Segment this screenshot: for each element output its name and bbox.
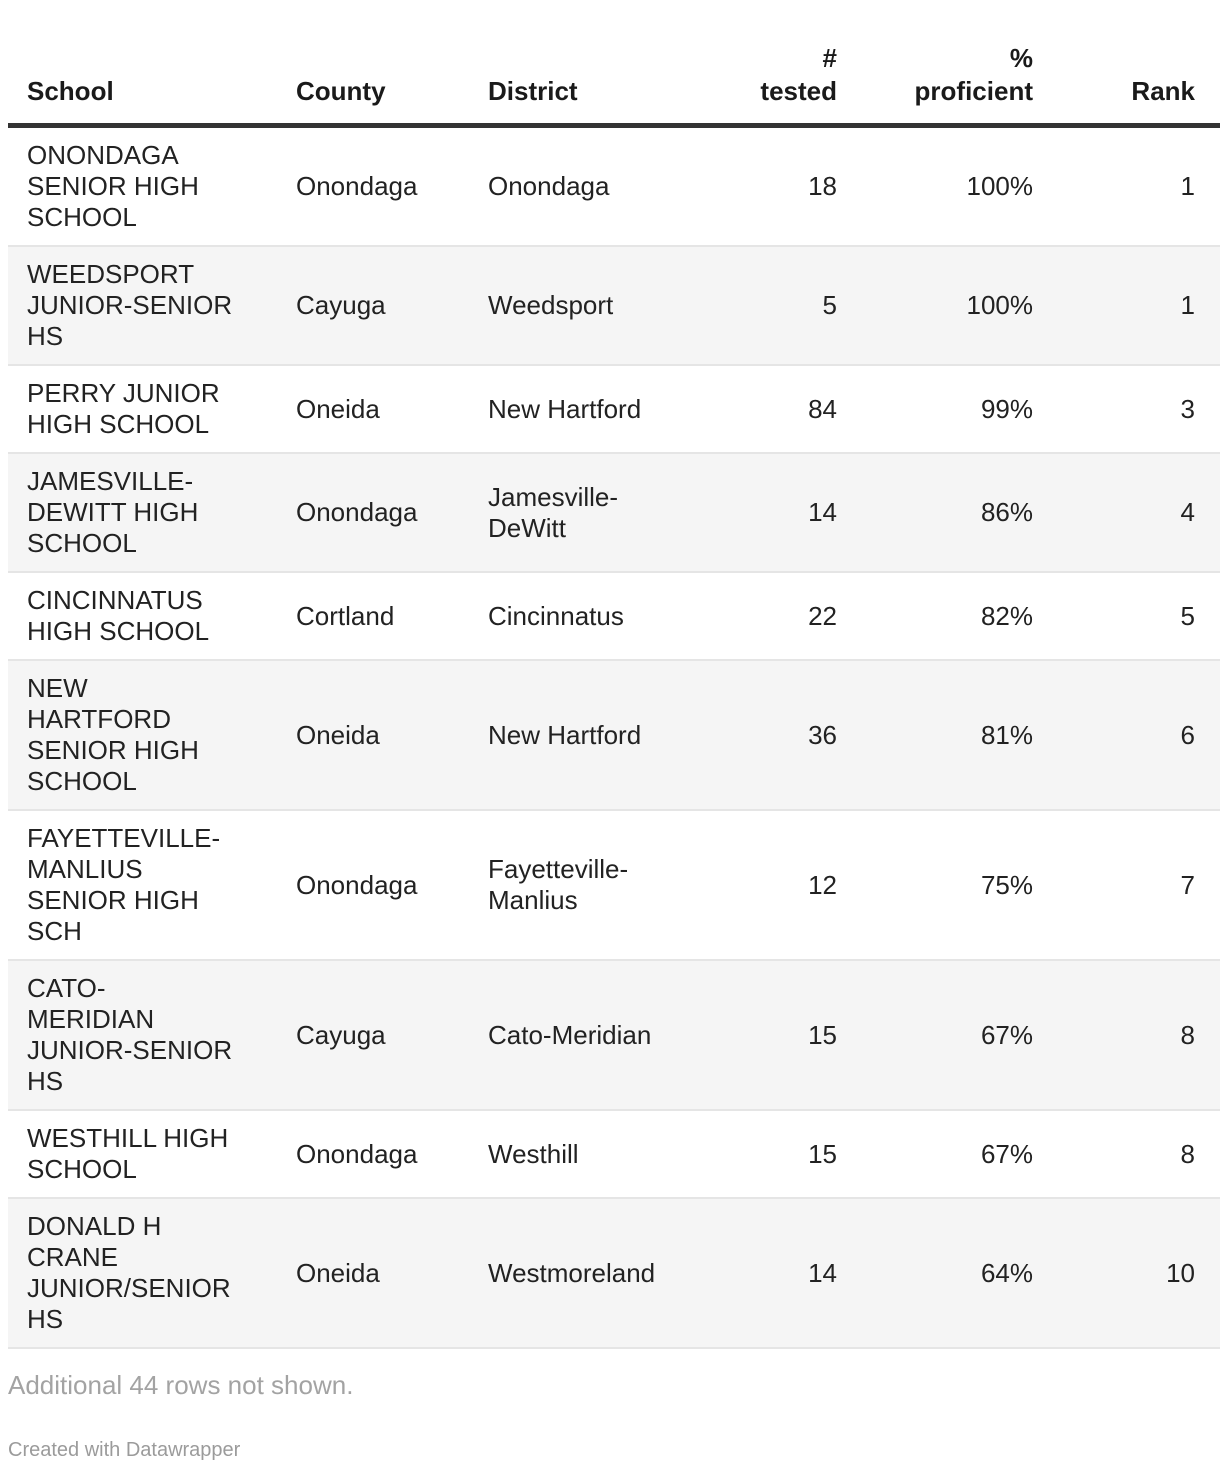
cell-proficient: 86% <box>837 453 1033 573</box>
table-row: CINCINNATUS HIGH SCHOOL Cortland Cincinnat… <box>8 572 1220 661</box>
cell-school: JAMESVILLE- DEWITT HIGH SCHOOL <box>8 453 288 573</box>
cell-county: Onondaga <box>288 810 480 961</box>
cell-proficient: 75% <box>837 810 1033 961</box>
cell-district: Cato-Meridian <box>480 960 710 1111</box>
cell-district: Onondaga <box>480 125 710 247</box>
table-row: ONONDAGA SENIOR HIGH SCHOOL Onondaga Onond… <box>8 125 1220 247</box>
cell-rank: 5 <box>1033 572 1220 661</box>
cell-rank: 6 <box>1033 660 1220 811</box>
table-body: ONONDAGA SENIOR HIGH SCHOOL Onondaga Onond… <box>8 125 1220 1349</box>
cell-school: WESTHILL HIGH SCHOOL <box>8 1110 288 1199</box>
cell-school: CINCINNATUS HIGH SCHOOL <box>8 572 288 661</box>
cell-district: Fayetteville- Manlius <box>480 810 710 961</box>
column-header-tested: # tested <box>710 0 837 128</box>
table-row: CATO- MERIDIAN JUNIOR-SENIOR HS Cayuga Cat… <box>8 960 1220 1111</box>
datawrapper-attribution-link[interactable]: Created with Datawrapper <box>8 1439 241 1461</box>
cell-rank: 8 <box>1033 1110 1220 1199</box>
column-header-rank: Rank <box>1033 0 1220 128</box>
cell-county: Oneida <box>288 365 480 454</box>
cell-proficient: 82% <box>837 572 1033 661</box>
cell-tested: 22 <box>710 572 837 661</box>
cell-county: Oneida <box>288 1198 480 1349</box>
cell-district: Westmoreland <box>480 1198 710 1349</box>
cell-district: Weedsport <box>480 246 710 366</box>
column-header-school: School <box>8 0 288 128</box>
cell-tested: 12 <box>710 810 837 961</box>
cell-district: Cincinnatus <box>480 572 710 661</box>
cell-school: DONALD H CRANE JUNIOR/SENIOR HS <box>8 1198 288 1349</box>
cell-tested: 36 <box>710 660 837 811</box>
cell-proficient: 64% <box>837 1198 1033 1349</box>
cell-county: Onondaga <box>288 1110 480 1199</box>
table-row: WEEDSPORT JUNIOR-SENIOR HS Cayuga Weedspor… <box>8 246 1220 366</box>
cell-rank: 4 <box>1033 453 1220 573</box>
table-row: NEW HARTFORD SENIOR HIGH SCHOOL Oneida New… <box>8 660 1220 811</box>
header-row: School County District # tested % profic… <box>8 0 1220 128</box>
cell-tested: 84 <box>710 365 837 454</box>
cell-proficient: 100% <box>837 246 1033 366</box>
column-header-county: County <box>288 0 480 128</box>
table-row: WESTHILL HIGH SCHOOL Onondaga Westhill 15 67… <box>8 1110 1220 1199</box>
cell-rank: 10 <box>1033 1198 1220 1349</box>
table-row: JAMESVILLE- DEWITT HIGH SCHOOL Onondaga Ja… <box>8 453 1220 573</box>
cell-school: ONONDAGA SENIOR HIGH SCHOOL <box>8 125 288 247</box>
cell-proficient: 67% <box>837 1110 1033 1199</box>
cell-county: Cayuga <box>288 960 480 1111</box>
table-header: School County District # tested % profic… <box>8 0 1220 128</box>
cell-county: Onondaga <box>288 125 480 247</box>
column-header-proficient: % proficient <box>837 0 1033 128</box>
cell-rank: 3 <box>1033 365 1220 454</box>
cell-rank: 8 <box>1033 960 1220 1111</box>
cell-school: PERRY JUNIOR HIGH SCHOOL <box>8 365 288 454</box>
cell-county: Oneida <box>288 660 480 811</box>
cell-district: New Hartford <box>480 660 710 811</box>
cell-proficient: 81% <box>837 660 1033 811</box>
cell-county: Onondaga <box>288 453 480 573</box>
cell-school: CATO- MERIDIAN JUNIOR-SENIOR HS <box>8 960 288 1111</box>
cell-tested: 15 <box>710 1110 837 1199</box>
rows-not-shown-note: Additional 44 rows not shown. <box>8 1370 354 1400</box>
table-row: FAYETTEVILLE- MANLIUS SENIOR HIGH SCH Ono… <box>8 810 1220 961</box>
cell-tested: 18 <box>710 125 837 247</box>
cell-district: New Hartford <box>480 365 710 454</box>
cell-tested: 15 <box>710 960 837 1111</box>
cell-tested: 14 <box>710 1198 837 1349</box>
cell-rank: 1 <box>1033 125 1220 247</box>
cell-tested: 14 <box>710 453 837 573</box>
cell-school: WEEDSPORT JUNIOR-SENIOR HS <box>8 246 288 366</box>
cell-rank: 7 <box>1033 810 1220 961</box>
cell-county: Cayuga <box>288 246 480 366</box>
cell-district: Jamesville- DeWitt <box>480 453 710 573</box>
cell-tested: 5 <box>710 246 837 366</box>
schools-table: School County District # tested % profic… <box>8 0 1220 1349</box>
table-row: PERRY JUNIOR HIGH SCHOOL Oneida New Hartfo… <box>8 365 1220 454</box>
cell-proficient: 99% <box>837 365 1033 454</box>
cell-district: Westhill <box>480 1110 710 1199</box>
cell-proficient: 67% <box>837 960 1033 1111</box>
cell-rank: 1 <box>1033 246 1220 366</box>
cell-proficient: 100% <box>837 125 1033 247</box>
cell-school: FAYETTEVILLE- MANLIUS SENIOR HIGH SCH <box>8 810 288 961</box>
column-header-district: District <box>480 0 710 128</box>
cell-county: Cortland <box>288 572 480 661</box>
cell-school: NEW HARTFORD SENIOR HIGH SCHOOL <box>8 660 288 811</box>
table-row: DONALD H CRANE JUNIOR/SENIOR HS Oneida Wes… <box>8 1198 1220 1349</box>
